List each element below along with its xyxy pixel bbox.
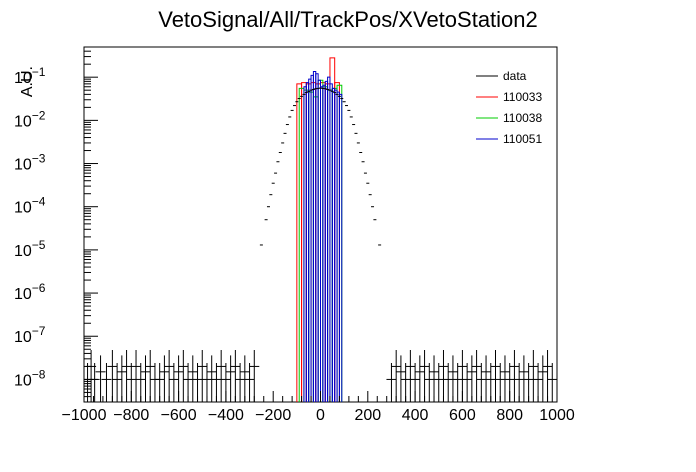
x-tick-label: 800 bbox=[496, 407, 523, 424]
y-tick-label: 10−2 bbox=[14, 108, 46, 130]
data-point bbox=[443, 363, 454, 402]
data-point bbox=[481, 355, 492, 402]
data-point bbox=[249, 350, 260, 402]
data-point bbox=[107, 350, 118, 402]
bin-110051 bbox=[338, 93, 343, 402]
data-point bbox=[533, 363, 544, 402]
data-point bbox=[414, 355, 425, 402]
y-tick-label: 10−4 bbox=[14, 195, 46, 217]
data-point bbox=[528, 350, 539, 402]
data-point bbox=[197, 350, 208, 402]
data-point bbox=[476, 363, 487, 402]
data-point bbox=[145, 350, 156, 402]
data-point bbox=[140, 355, 151, 402]
data-point bbox=[216, 350, 227, 402]
x-tick-label: 0 bbox=[316, 407, 325, 424]
x-tick-label: 600 bbox=[449, 407, 476, 424]
data-point bbox=[419, 350, 430, 402]
data-point bbox=[518, 355, 529, 402]
x-axis: −1000 −800 −600 −400 −200 0 200 400 600 800 1000 bbox=[62, 391, 575, 424]
data-point bbox=[400, 363, 411, 402]
data-point bbox=[405, 350, 416, 402]
x-tick-label: 200 bbox=[354, 407, 381, 424]
legend-entry: 110033 bbox=[503, 90, 542, 104]
data-point bbox=[429, 355, 440, 402]
data-point bbox=[211, 363, 222, 402]
data-point bbox=[95, 355, 106, 402]
data-point bbox=[452, 363, 463, 402]
data-point bbox=[523, 363, 534, 402]
data-point bbox=[239, 355, 250, 402]
data-point bbox=[168, 363, 179, 402]
legend: data 110033 110038 110051 bbox=[476, 69, 542, 146]
data-point bbox=[447, 355, 458, 402]
data-point bbox=[466, 355, 477, 402]
data-point bbox=[433, 363, 444, 402]
data-point bbox=[391, 350, 402, 402]
data-point bbox=[462, 363, 473, 402]
data-point bbox=[547, 363, 557, 402]
data-point bbox=[395, 355, 406, 402]
data-point bbox=[164, 350, 175, 402]
data-point bbox=[154, 363, 165, 402]
data-point bbox=[509, 350, 520, 402]
x-tick-label: −400 bbox=[208, 407, 244, 424]
x-tick-label: −200 bbox=[255, 407, 291, 424]
x-tick-label: −600 bbox=[161, 407, 197, 424]
data-point bbox=[206, 355, 217, 402]
legend-entry: 110051 bbox=[503, 132, 542, 146]
data-point bbox=[542, 350, 553, 402]
data-point bbox=[386, 363, 397, 402]
data-point bbox=[514, 363, 525, 402]
y-tick-label: 10−8 bbox=[14, 367, 46, 389]
x-tick-label: −1000 bbox=[62, 407, 107, 424]
plot-area bbox=[84, 57, 557, 402]
data-point bbox=[201, 363, 212, 402]
x-tick-label: −800 bbox=[113, 407, 149, 424]
data-point bbox=[112, 363, 123, 402]
data-point bbox=[187, 355, 198, 402]
data-point bbox=[485, 363, 496, 402]
y-tick-label: 10−5 bbox=[14, 238, 46, 260]
data-point bbox=[490, 350, 501, 402]
y-tick-label: 10−3 bbox=[14, 152, 46, 174]
data-point bbox=[149, 363, 160, 402]
y-axis-label: A.U. bbox=[19, 66, 36, 97]
y-tick-label: 10−1 bbox=[14, 65, 46, 87]
x-tick-label: 400 bbox=[402, 407, 429, 424]
data-point bbox=[135, 363, 146, 402]
data-point bbox=[192, 363, 203, 402]
data-point bbox=[499, 355, 510, 402]
y-axis: 10−8 10−7 10−6 10−5 10−4 10−3 10−2 10−1 bbox=[14, 46, 98, 403]
data-point bbox=[438, 350, 449, 402]
data-point bbox=[101, 363, 112, 402]
legend-entry: 110038 bbox=[503, 111, 542, 125]
legend-entry: data bbox=[503, 69, 527, 83]
data-point bbox=[471, 350, 482, 402]
x-tick-label: 1000 bbox=[539, 407, 575, 424]
data-point bbox=[495, 363, 506, 402]
series-data bbox=[84, 87, 557, 402]
chart-title: VetoSignal/All/TrackPos/XVetoStation2 bbox=[158, 7, 538, 32]
series-110051 bbox=[303, 71, 343, 402]
data-point bbox=[230, 350, 241, 402]
data-point bbox=[235, 363, 246, 402]
data-point bbox=[244, 363, 255, 402]
data-point bbox=[424, 363, 435, 402]
data-point bbox=[178, 350, 189, 402]
data-point bbox=[537, 355, 548, 402]
data-point bbox=[116, 355, 127, 402]
data-point bbox=[131, 350, 142, 402]
data-point bbox=[225, 355, 236, 402]
y-tick-label: 10−7 bbox=[14, 324, 46, 346]
y-tick-label: 10−6 bbox=[14, 281, 46, 303]
data-point bbox=[183, 363, 194, 402]
data-point bbox=[159, 355, 170, 402]
data-point bbox=[121, 350, 132, 402]
